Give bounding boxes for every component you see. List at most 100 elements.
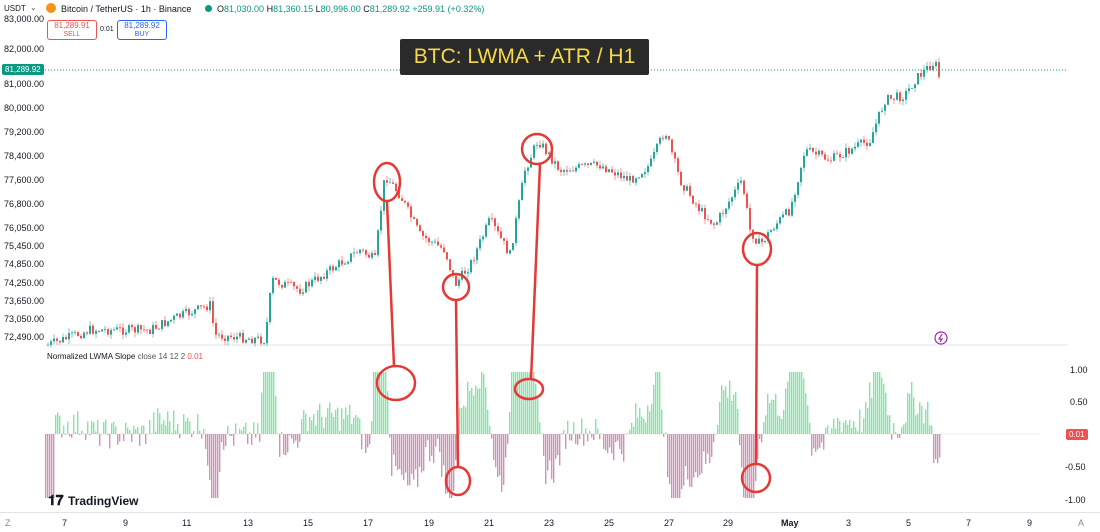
histogram-bar [365,434,366,453]
candle-body [569,171,571,172]
candle-body [254,338,256,343]
candle-body [257,337,259,338]
candle-body [47,345,49,346]
histogram-bar [859,409,860,434]
candle-body [182,311,184,317]
histogram-bar [823,434,824,450]
candle-body [902,100,904,102]
histogram-bar [585,428,586,434]
tradingview-logo[interactable]: 𝟏𝟕 TradingView [48,492,139,508]
histogram-bar [583,434,584,446]
histogram-bar [315,426,316,434]
histogram-bar [399,434,400,469]
histogram-bar [347,415,348,434]
candle-body [926,66,928,70]
histogram-bar [513,372,514,434]
histogram-bar [261,393,262,435]
histogram-bar [873,372,874,434]
histogram-bar [225,434,226,446]
histogram-bar [893,423,894,434]
candle-body [731,197,733,201]
zoom-icon[interactable]: Z [5,518,11,528]
indicator-legend[interactable]: Normalized LWMA Slope close 14 12 2 0.01 [47,352,203,361]
candle-body [236,337,238,340]
histogram-bar [769,403,770,434]
histogram-bar [765,415,766,434]
histogram-bar [841,432,842,434]
indicator-params: close 14 12 2 [138,352,186,361]
histogram-bar [133,426,134,434]
candle-body [164,320,166,326]
histogram-bar [469,391,470,434]
candle-body [497,226,499,231]
histogram-bar [851,428,852,434]
histogram-bar [393,434,394,455]
histogram-bar [573,422,574,434]
histogram-bar [221,434,222,442]
time-axis-label: 25 [604,518,614,528]
histogram-bar [687,434,688,479]
histogram-bar [455,434,456,460]
histogram-bar [913,398,914,435]
histogram-bar [349,405,350,434]
annotation-circle [743,233,771,265]
histogram-bar [295,434,296,441]
candle-body [494,219,496,227]
histogram-bar [301,419,302,434]
candle-body [344,264,346,265]
histogram-bar [175,431,176,434]
histogram-bar [813,434,814,448]
histogram-bar [335,410,336,434]
histogram-bar [351,424,352,434]
time-axis-label: 27 [664,518,674,528]
candle-body [281,285,283,288]
histogram-bar [311,420,312,434]
lightning-icon-ring [935,332,947,344]
candle-body [98,331,100,332]
candle-body [458,280,460,286]
histogram-bar [795,372,796,434]
histogram-bar [125,423,126,434]
histogram-bar [569,434,570,440]
candle-body [722,213,724,214]
histogram-bar [673,434,674,498]
candle-body [299,289,301,294]
time-axis[interactable]: Z 7 9 11 13 15 17 19 21 23 25 27 29 May … [0,512,1100,532]
histogram-bar [339,431,340,434]
histogram-bar [149,420,150,434]
histogram-bar [669,434,670,484]
histogram-bar [87,422,88,434]
histogram-bar [429,434,430,462]
histogram-bar [353,418,354,434]
histogram-bar [815,434,816,452]
time-axis-label: 13 [243,518,253,528]
histogram-bar [205,434,206,449]
histogram-bar [849,420,850,434]
candle-body [554,161,556,163]
auto-scale-icon[interactable]: A [1078,518,1084,528]
histogram-bar [79,434,80,435]
histogram-bar [327,408,328,434]
histogram-bar [685,434,686,466]
candle-body [83,333,85,339]
histogram-bar [781,419,782,434]
histogram-bar [595,419,596,434]
histogram-bar [359,419,360,435]
histogram-bar [577,434,578,445]
candle-body [848,148,850,154]
candle-body [104,329,106,330]
histogram-bar [541,433,542,434]
candle-body [155,325,157,329]
histogram-bar [899,434,900,438]
candle-body [629,176,631,181]
histogram-bar [799,372,800,434]
histogram-bar [763,422,764,434]
histogram-bar [511,372,512,434]
candle-body [758,239,760,244]
candle-body [539,145,541,148]
histogram-bar [167,411,168,434]
candle-body [824,154,826,159]
lightning-icon[interactable] [935,332,947,344]
histogram-bar [73,415,74,434]
